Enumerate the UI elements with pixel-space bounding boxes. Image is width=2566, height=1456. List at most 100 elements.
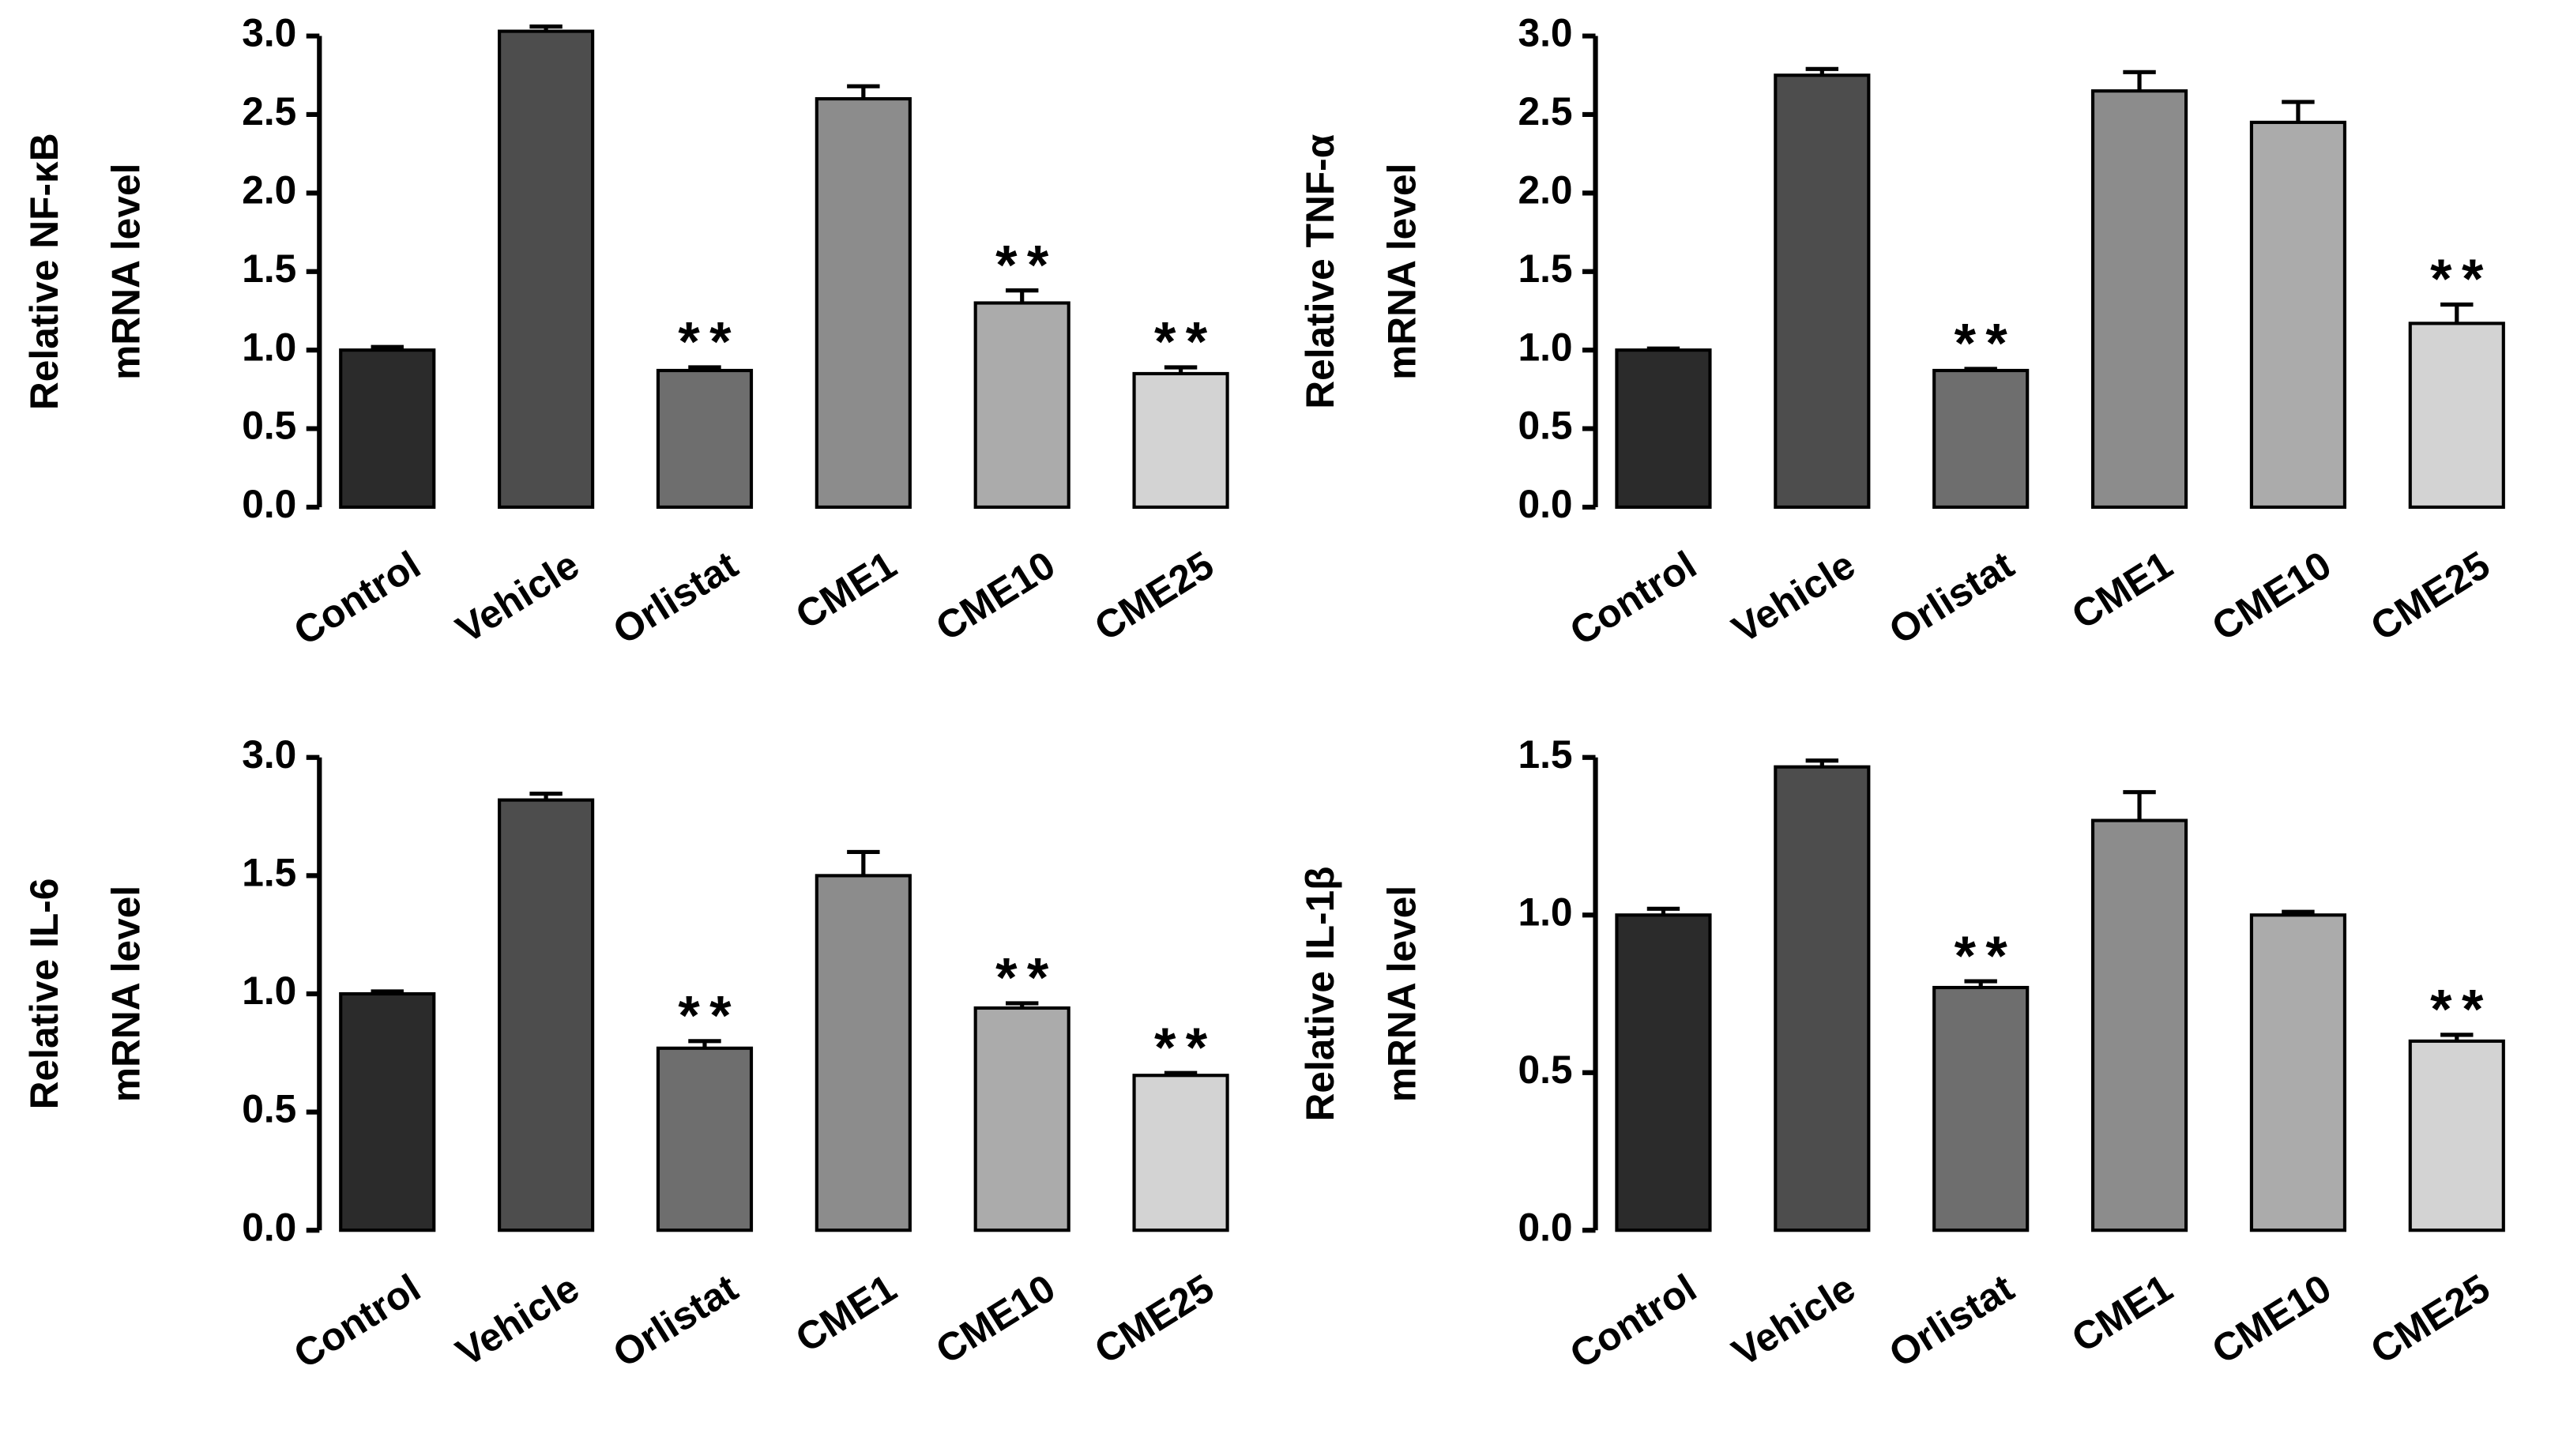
x-tick-label: Vehicle [1725, 1266, 1863, 1375]
y-tick-label: 1.0 [1518, 325, 1572, 369]
bar [973, 1006, 1070, 1232]
y-tick-label: 0.0 [242, 482, 296, 526]
x-tick-label: CME10 [928, 543, 1063, 649]
y-tick-label: 2.5 [242, 89, 296, 134]
panel: 0.0 0.5 1.0 1.5 2.0 2.5 3.0 Relative NF-κB mRNA … [22, 11, 1229, 654]
error-bar [847, 84, 880, 100]
bar [498, 29, 595, 510]
x-tick-label: Control [286, 543, 427, 654]
y-tick-label: 0.0 [1518, 1205, 1572, 1249]
x-tick-label: Orlistat [1881, 1266, 2021, 1376]
bar [1615, 913, 1712, 1232]
significance-label: ** [678, 984, 741, 1047]
bar [2249, 913, 2347, 1232]
error-bar [2282, 100, 2315, 122]
x-tick-label: CME25 [1087, 543, 1221, 649]
error-bar [1964, 979, 1997, 988]
bar [2090, 89, 2188, 510]
error-bar [1805, 758, 1839, 767]
error-bar [847, 849, 880, 876]
panel: 0.0 0.5 1.0 1.5 Relative IL-1β mRNA level Cont… [1298, 732, 2505, 1377]
y-tick-label: 2.5 [1518, 89, 1572, 134]
bar [1932, 368, 2030, 510]
bar [2090, 818, 2188, 1232]
y-axis-label: Relative IL-6 [22, 878, 66, 1110]
y-tick-label: 2.0 [242, 167, 296, 212]
bar [2408, 322, 2505, 510]
error-bar [2123, 790, 2156, 821]
error-bar [2282, 909, 2315, 916]
x-tick-label: CME25 [2363, 1266, 2497, 1372]
x-tick-label: Orlistat [605, 1266, 745, 1376]
y-axis-label: mRNA level [104, 886, 149, 1102]
x-tick-label: CME1 [2064, 543, 2180, 638]
significance-label: ** [678, 310, 741, 373]
panel: 0.0 0.5 1.0 1.5 3.0 Relative IL-6 mRNA level Co… [22, 732, 1229, 1377]
significance-label: ** [1955, 312, 2018, 374]
y-tick-label: 0.5 [1518, 404, 1572, 448]
x-tick-label: Vehicle [1725, 543, 1863, 652]
x-tick-label: Orlistat [1881, 543, 2021, 653]
bar [1774, 73, 1871, 510]
x-tick-label: CME1 [2064, 1266, 2180, 1361]
error-bar [2123, 70, 2156, 92]
x-tick-label: Orlistat [605, 543, 745, 653]
significance-label: ** [2430, 247, 2493, 310]
y-tick-label: 1.5 [1518, 246, 1572, 291]
y-tick-label: 2.0 [1518, 167, 1572, 212]
significance-label: ** [2430, 978, 2493, 1040]
panel: 0.0 0.5 1.0 1.5 2.0 2.5 3.0 Relative TNF-α mRNA … [1298, 11, 2505, 654]
x-tick-label: Control [1562, 543, 1703, 654]
x-tick-label: Control [286, 1266, 427, 1377]
x-tick-label: CME1 [788, 1266, 904, 1361]
error-bar [529, 792, 562, 800]
y-tick-label: 0.0 [1518, 482, 1572, 526]
significance-label: ** [1154, 310, 1217, 373]
error-bar [371, 344, 404, 351]
bar [2249, 120, 2347, 510]
y-axis-label: mRNA level [1380, 886, 1424, 1102]
y-tick-label: 3.0 [1518, 11, 1572, 55]
bar [973, 301, 1070, 510]
x-tick-label: CME1 [788, 543, 904, 638]
x-tick-label: CME25 [2363, 543, 2497, 649]
bar [339, 348, 436, 510]
bar [498, 798, 595, 1232]
significance-label: ** [995, 233, 1059, 295]
bar [1615, 348, 1712, 510]
y-tick-label: 0.5 [242, 1087, 296, 1131]
x-tick-label: CME10 [2204, 1266, 2338, 1372]
y-tick-label: 1.5 [242, 246, 296, 291]
y-tick-label: 1.5 [1518, 732, 1572, 777]
y-tick-label: 0.0 [242, 1205, 296, 1249]
error-bar [1646, 346, 1680, 351]
y-tick-label: 1.0 [1518, 890, 1572, 934]
error-bar [1805, 66, 1839, 76]
x-tick-label: Vehicle [449, 1266, 587, 1375]
x-tick-label: Control [1562, 1266, 1703, 1377]
bar [1132, 371, 1229, 510]
bar [815, 874, 912, 1232]
error-bar [1006, 1001, 1039, 1008]
bar [1932, 985, 2030, 1232]
y-axis-label: Relative NF-κB [22, 133, 66, 410]
error-bar [1646, 906, 1680, 916]
y-tick-label: 0.5 [1518, 1048, 1572, 1092]
bar [656, 368, 754, 510]
bar [815, 97, 912, 510]
error-bar [688, 1039, 721, 1048]
y-tick-label: 0.5 [242, 404, 296, 448]
y-tick-label: 3.0 [242, 732, 296, 777]
y-axis-label: mRNA level [1380, 164, 1424, 380]
bar [1774, 765, 1871, 1232]
y-axis-label: Relative IL-1β [1298, 866, 1342, 1121]
error-bar [529, 24, 562, 32]
significance-label: ** [1154, 1016, 1217, 1078]
y-axis-label: Relative TNF-α [1298, 134, 1342, 409]
y-tick-label: 1.0 [242, 969, 296, 1013]
error-bar [371, 989, 404, 995]
y-tick-label: 3.0 [242, 11, 296, 55]
y-tick-label: 1.5 [242, 851, 296, 895]
error-bar [1006, 288, 1039, 303]
